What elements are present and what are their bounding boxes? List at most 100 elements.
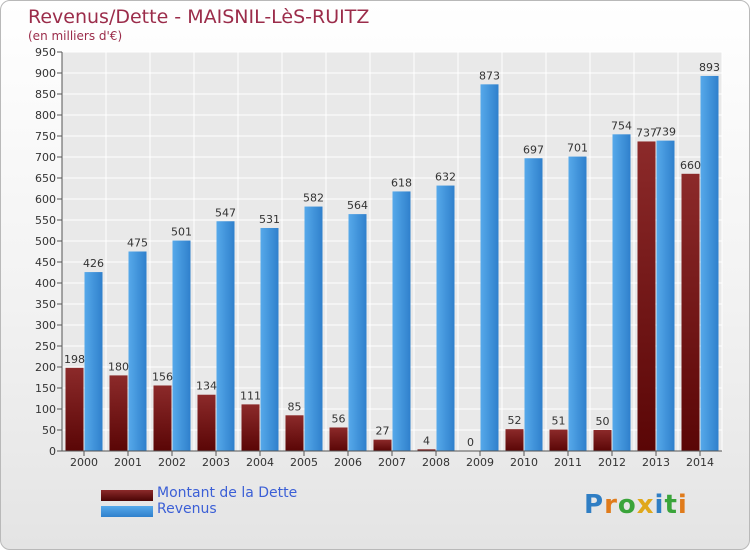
bar-revenus — [348, 214, 367, 451]
bar-debt — [241, 404, 260, 451]
data-label: 737 — [636, 126, 657, 139]
bar-debt — [593, 430, 612, 451]
data-label: 0 — [467, 436, 474, 449]
bar-revenus — [260, 227, 279, 451]
bar-revenus — [568, 156, 587, 451]
bar-debt — [109, 375, 128, 451]
y-tick-label: 800 — [35, 109, 56, 122]
bar-revenus — [84, 272, 103, 451]
data-label: 739 — [655, 126, 676, 139]
bar-revenus — [524, 158, 543, 451]
bar-debt — [65, 367, 84, 451]
bar-debt — [417, 449, 436, 451]
data-label: 52 — [508, 414, 522, 427]
data-label: 198 — [64, 353, 85, 366]
data-label: 701 — [567, 142, 588, 155]
logo-letter: o — [617, 490, 637, 520]
y-tick-label: 150 — [35, 382, 56, 395]
logo-letter: t — [664, 490, 678, 520]
x-tick-label: 2001 — [114, 456, 142, 469]
x-tick-label: 2004 — [246, 456, 274, 469]
bar-revenus — [612, 134, 631, 451]
data-label: 180 — [108, 360, 129, 373]
y-tick-label: 350 — [35, 298, 56, 311]
y-tick-label: 400 — [35, 277, 56, 290]
y-tick-label: 900 — [35, 67, 56, 80]
bar-debt — [373, 439, 392, 451]
logo-letter: i — [654, 490, 665, 520]
data-label: 660 — [680, 159, 701, 172]
bar-revenus — [700, 75, 719, 451]
x-tick-label: 2008 — [422, 456, 450, 469]
bar-revenus — [304, 206, 323, 451]
x-tick-label: 2009 — [466, 456, 494, 469]
bar-revenus — [480, 84, 499, 451]
data-label: 111 — [240, 389, 261, 402]
proxiti-logo: Proxiti — [584, 490, 688, 520]
data-label: 501 — [171, 226, 192, 239]
bar-revenus — [128, 251, 147, 451]
y-tick-label: 950 — [35, 46, 56, 59]
data-label: 56 — [332, 412, 346, 425]
bars — [65, 75, 719, 452]
y-tick-label: 250 — [35, 340, 56, 353]
bar-debt — [505, 429, 524, 451]
logo-letter: x — [636, 490, 655, 520]
x-tick-label: 2010 — [510, 456, 538, 469]
bar-revenus — [392, 191, 411, 451]
x-tick-label: 2007 — [378, 456, 406, 469]
y-tick-label: 750 — [35, 130, 56, 143]
bar-debt — [285, 415, 304, 451]
data-label: 893 — [699, 61, 720, 74]
x-tick-label: 2011 — [554, 456, 582, 469]
bar-revenus — [436, 185, 455, 451]
bar-debt — [681, 173, 700, 452]
x-tick-label: 2013 — [642, 456, 670, 469]
data-label: 475 — [127, 237, 148, 250]
data-label: 697 — [523, 143, 544, 156]
y-tick-label: 100 — [35, 403, 56, 416]
bar-revenus — [656, 140, 675, 451]
bar-revenus — [216, 221, 235, 451]
data-label: 134 — [196, 380, 217, 393]
y-tick-label: 650 — [35, 172, 56, 185]
x-tick-label: 2002 — [158, 456, 186, 469]
y-tick-label: 600 — [35, 193, 56, 206]
legend-swatch-revenus — [101, 506, 153, 517]
y-tick-label: 300 — [35, 319, 56, 332]
logo-letter: r — [604, 490, 618, 520]
bar-debt — [197, 394, 216, 451]
x-tick-label: 2000 — [70, 456, 98, 469]
bar-revenus — [172, 240, 191, 451]
y-tick-label: 500 — [35, 235, 56, 248]
data-label: 50 — [596, 415, 610, 428]
y-tick-label: 550 — [35, 214, 56, 227]
legend-label-revenus: Revenus — [157, 501, 217, 517]
data-label: 27 — [376, 425, 390, 438]
data-label: 582 — [303, 192, 324, 205]
bar-debt — [637, 141, 656, 451]
plot-area — [61, 51, 723, 452]
data-label: 51 — [552, 415, 566, 428]
data-label: 4 — [423, 434, 430, 447]
data-label: 426 — [83, 257, 104, 270]
data-label: 85 — [288, 400, 302, 413]
y-tick-label: 450 — [35, 256, 56, 269]
data-label: 156 — [152, 370, 173, 383]
chart-subtitle: (en milliers d'€) — [28, 29, 123, 43]
data-label: 531 — [259, 213, 280, 226]
data-labels: 198 426 180 475 156 501 134 547 111 531 85 582 56 564… — [64, 61, 720, 449]
data-label: 632 — [435, 171, 456, 184]
logo-letter: i — [677, 490, 688, 520]
plot-background — [62, 52, 722, 451]
data-label: 547 — [215, 206, 236, 219]
x-tick-label: 2003 — [202, 456, 230, 469]
bar-debt — [153, 385, 172, 451]
bar-debt — [549, 429, 568, 451]
y-tick-label: 200 — [35, 361, 56, 374]
data-label: 618 — [391, 176, 412, 189]
x-tick-label: 2014 — [686, 456, 714, 469]
axes: 0 50 100 150 200 250 300 350 400 450 500 550 600 650 7… — [35, 46, 722, 469]
